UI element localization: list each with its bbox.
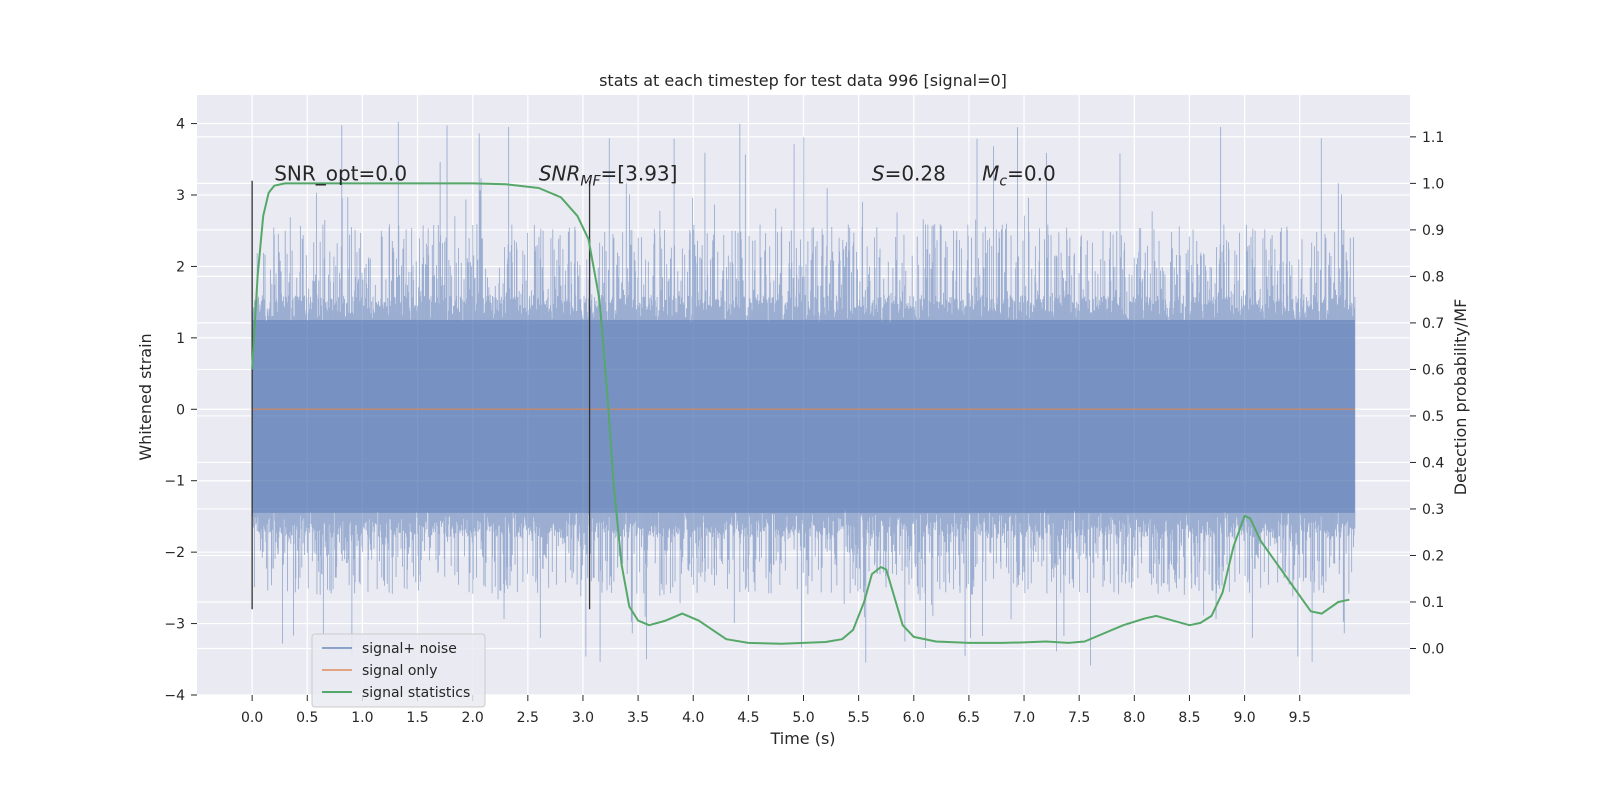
x-tick-label: 3.0 (572, 710, 594, 726)
x-tick-label: 3.5 (627, 710, 649, 726)
y-right-tick-label: 0.1 (1422, 595, 1444, 611)
chart-title: stats at each timestep for test data 996… (599, 71, 1007, 90)
snr-mf-annotation: SNRMF=[3.93] (539, 162, 678, 190)
y-right-tick-label: 0.7 (1422, 316, 1444, 332)
x-tick-label: 5.0 (792, 710, 814, 726)
y-right-tick-label: 0.2 (1422, 548, 1444, 564)
x-tick-label: 8.0 (1123, 710, 1145, 726)
y-right-tick-label: 0.9 (1422, 223, 1444, 239)
s-stat-symbol: S (872, 162, 885, 186)
x-tick-label: 5.5 (848, 710, 870, 726)
mc-stat-value: =0.0 (1007, 162, 1056, 186)
x-tick-label: 8.5 (1178, 710, 1200, 726)
x-tick-label: 9.5 (1289, 710, 1311, 726)
mc-stat-annotation: Mc=0.0 (982, 162, 1056, 190)
x-axis-ticks: 0.0 0.5 1.0 1.5 2.0 2.5 3.0 3.5 4.0 4.5 5.0 5.5 6.0 6… (241, 695, 1311, 726)
signal-plus-noise-trace (251, 121, 1356, 666)
legend-label-signal: signal only (362, 663, 437, 679)
snr-mf-subscript: MF (580, 174, 601, 190)
mc-stat-subscript: c (999, 174, 1007, 190)
s-stat-value: =0.28 (885, 162, 946, 186)
x-tick-label: 2.0 (462, 710, 484, 726)
y-tick-label: −3 (164, 617, 185, 633)
legend-box (311, 633, 486, 708)
y-tick-label: 3 (176, 188, 185, 204)
legend-label-stats: signal statistics (362, 685, 470, 701)
y-tick-label: 4 (176, 117, 185, 133)
chart-legend: signal+ noise signal only signal statist… (311, 633, 486, 708)
y-axis-ticks: −4 −3 −2 −1 0 1 2 3 4 (164, 117, 197, 704)
y-right-tick-label: 0.4 (1422, 455, 1444, 471)
snr-mf-symbol: SNR (539, 162, 581, 186)
x-tick-label: 1.5 (406, 710, 428, 726)
s-stat-annotation: S=0.28 (872, 162, 946, 186)
event-markers (251, 180, 591, 610)
snr-opt-annotation: SNR_opt=0.0 (274, 162, 407, 186)
y-tick-label: 1 (176, 331, 185, 347)
statistics-annotations: SNR_opt=0.0 SNRMF=[3.93] S=0.28 Mc=0.0 (274, 162, 1055, 190)
x-tick-label: 4.5 (737, 710, 759, 726)
x-tick-label: 2.5 (517, 710, 539, 726)
legend-label-noise: signal+ noise (362, 641, 457, 657)
y-right-tick-label: 0.6 (1422, 362, 1444, 378)
x-axis-label: Time (s) (769, 729, 835, 748)
y-right-tick-label: 0.8 (1422, 269, 1444, 285)
x-tick-label: 6.0 (903, 710, 925, 726)
y-tick-label: −2 (164, 545, 185, 561)
signal-statistics-line (251, 182, 1350, 645)
noise-trace-core (252, 320, 1355, 513)
snr-mf-value: =[3.93] (601, 162, 678, 186)
x-tick-label: 4.0 (682, 710, 704, 726)
x-tick-label: 6.5 (958, 710, 980, 726)
y-axis-right-label: Detection probability/MF (1451, 299, 1470, 496)
y-right-tick-label: 1.0 (1422, 176, 1444, 192)
y-right-tick-label: 0.3 (1422, 502, 1444, 518)
x-tick-label: 1.0 (351, 710, 373, 726)
x-tick-label: 0.0 (241, 710, 263, 726)
mc-stat-symbol: M (982, 162, 999, 186)
y-tick-label: 2 (176, 259, 185, 275)
y-axis-right-ticks: 0.0 0.1 0.2 0.3 0.4 0.5 0.6 0.7 0.8 0.9 1.0 1.1 (1410, 130, 1444, 657)
y-tick-label: −1 (164, 474, 185, 490)
y-right-tick-label: 0.5 (1422, 409, 1444, 425)
y-tick-label: −4 (164, 688, 185, 704)
y-right-tick-label: 1.1 (1422, 130, 1444, 146)
y-right-tick-label: 0.0 (1422, 641, 1444, 657)
x-tick-label: 7.5 (1068, 710, 1090, 726)
y-axis-label: Whitened strain (136, 333, 155, 460)
x-tick-label: 9.0 (1233, 710, 1255, 726)
x-tick-label: 7.0 (1013, 710, 1035, 726)
x-tick-label: 0.5 (296, 710, 318, 726)
y-tick-label: 0 (176, 402, 185, 418)
